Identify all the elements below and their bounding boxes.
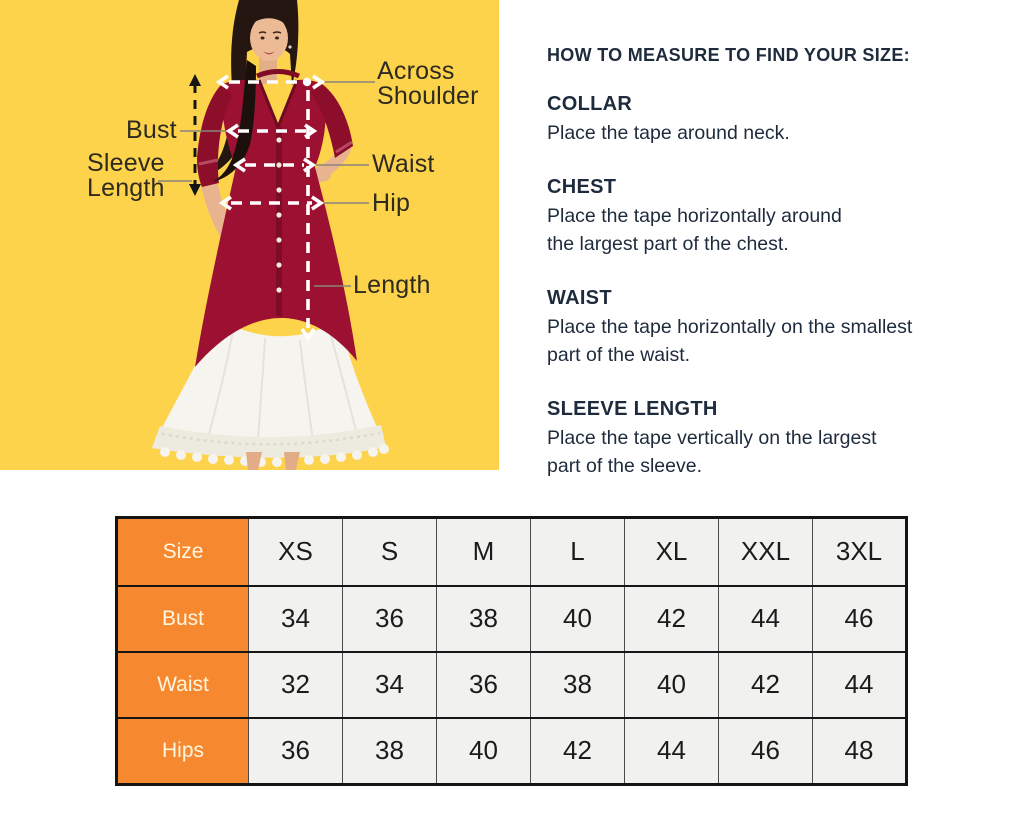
size-value-cell: 32 [248,650,343,719]
hip-arrowhead-left [218,195,232,211]
size-value-cell: 40 [436,716,531,785]
sleeve-length-arrow [189,74,201,196]
size-value-cell: 36 [342,584,437,653]
size-value-cell: 44 [624,716,719,785]
label-sleeve-line1: Sleeve [87,149,165,177]
size-value-cell: 38 [342,716,437,785]
size-column-header: 3XL [812,516,907,587]
label-across-shoulder: Across Shoulder [377,59,479,109]
size-value-cell: 40 [530,584,625,653]
label-hip: Hip [372,189,411,217]
size-value-cell: 46 [812,584,907,653]
size-column-header: XXL [718,516,813,587]
size-chart-row-hips: Hips 36 38 40 42 44 46 48 [116,716,907,785]
size-value-cell: 38 [436,584,531,653]
white-skirt [152,318,386,458]
size-value-cell: 34 [342,650,437,719]
section-body-line: the largest part of the chest. [547,233,789,255]
size-chart-row-waist: Waist 32 34 36 38 40 42 44 [116,650,907,719]
section-body-line: Place the tape vertically on the largest [547,427,877,449]
label-sleeve-line2: Length [87,174,165,202]
instructions-title: HOW TO MEASURE TO FIND YOUR SIZE: [547,45,910,65]
size-value-cell: 44 [718,584,813,653]
label-across-shoulder-line1: Across [377,57,455,85]
section-heading: COLLAR [547,93,633,115]
sleeve-arrowhead-down [189,184,201,196]
size-column-header: L [530,516,625,587]
eye-right [275,36,279,40]
section-heading: CHEST [547,176,617,198]
neck [259,54,277,84]
hip-arrowhead-right [311,195,325,211]
size-row-label: Hips [116,716,249,785]
left-cuff [198,158,219,166]
foot-left [246,452,262,470]
instruction-section-chest: CHEST Place the tape horizontally around… [547,176,1007,258]
measurement-diagram-panel: Across Shoulder Bust Sleeve Length Waist… [0,0,499,470]
size-value-cell: 42 [624,584,719,653]
size-row-label: Bust [116,584,249,653]
size-value-cell: 40 [624,650,719,719]
size-chart-corner-label: Size [116,516,249,587]
foot-right [284,452,300,470]
shoulder-point-marker [302,77,312,87]
right-cuff [335,140,353,154]
label-waist: Waist [372,150,435,178]
collar-band [256,69,300,79]
size-chart-table: Size XS S M L XL XXL 3XL Bust 34 36 38 4… [115,516,908,786]
instruction-section-sleeve-length: SLEEVE LENGTH Place the tape vertically … [547,398,1007,480]
size-value-cell: 42 [718,650,813,719]
instructions-panel: HOW TO MEASURE TO FIND YOUR SIZE: COLLAR… [547,45,1007,509]
waist-arrowhead-left [232,157,246,173]
shoulder-arrowhead-left [215,74,229,90]
label-bust: Bust [126,116,177,144]
lips [263,51,275,55]
size-row-label: Waist [116,650,249,719]
section-heading: SLEEVE LENGTH [547,398,718,420]
size-value-cell: 38 [530,650,625,719]
size-value-cell: 36 [436,650,531,719]
model-illustration [152,0,389,470]
size-column-header: XL [624,516,719,587]
size-column-header: XS [248,516,343,587]
right-sleeve [310,84,353,158]
sleeve-arrowhead-up [189,74,201,86]
size-column-header: M [436,516,531,587]
size-chart-section: Size XS S M L XL XXL 3XL Bust 34 36 38 4… [115,516,908,786]
lace-trim [152,425,386,458]
section-body-line: Place the tape horizontally on the small… [547,316,913,338]
brow-left [258,31,267,34]
section-body-line: part of the sleeve. [547,455,703,477]
instruction-section-waist: WAIST Place the tape horizontally on the… [547,287,1007,369]
size-value-cell: 48 [812,716,907,785]
measurement-arrows [158,74,375,342]
size-column-header: S [342,516,437,587]
size-chart-header-row: Size XS S M L XL XXL 3XL [116,516,907,587]
eye-left [260,36,265,40]
label-across-shoulder-line2: Shoulder [377,82,479,110]
fringe [249,12,290,29]
shoulder-arrowhead-right [312,74,326,90]
label-sleeve-length: Sleeve Length [87,151,165,201]
brow-right [272,31,282,34]
size-value-cell: 44 [812,650,907,719]
size-chart-row-bust: Bust 34 36 38 40 42 44 46 [116,584,907,653]
section-body-line: Place the tape horizontally around [547,205,842,227]
size-value-cell: 42 [530,716,625,785]
lace-texture [161,431,381,446]
instruction-section-collar: COLLAR Place the tape around neck. [547,93,1007,147]
size-value-cell: 46 [718,716,813,785]
buttons [276,137,282,293]
length-arrowhead-down [300,328,316,342]
earring [288,45,292,49]
section-body-line: part of the waist. [547,344,691,366]
bust-arrowhead-left [225,123,239,139]
size-value-cell: 34 [248,584,343,653]
hair-lock [212,60,256,182]
face [250,15,288,61]
section-body-line: Place the tape around neck. [547,122,790,144]
section-heading: WAIST [547,287,612,309]
size-value-cell: 36 [248,716,343,785]
label-length: Length [353,271,431,299]
